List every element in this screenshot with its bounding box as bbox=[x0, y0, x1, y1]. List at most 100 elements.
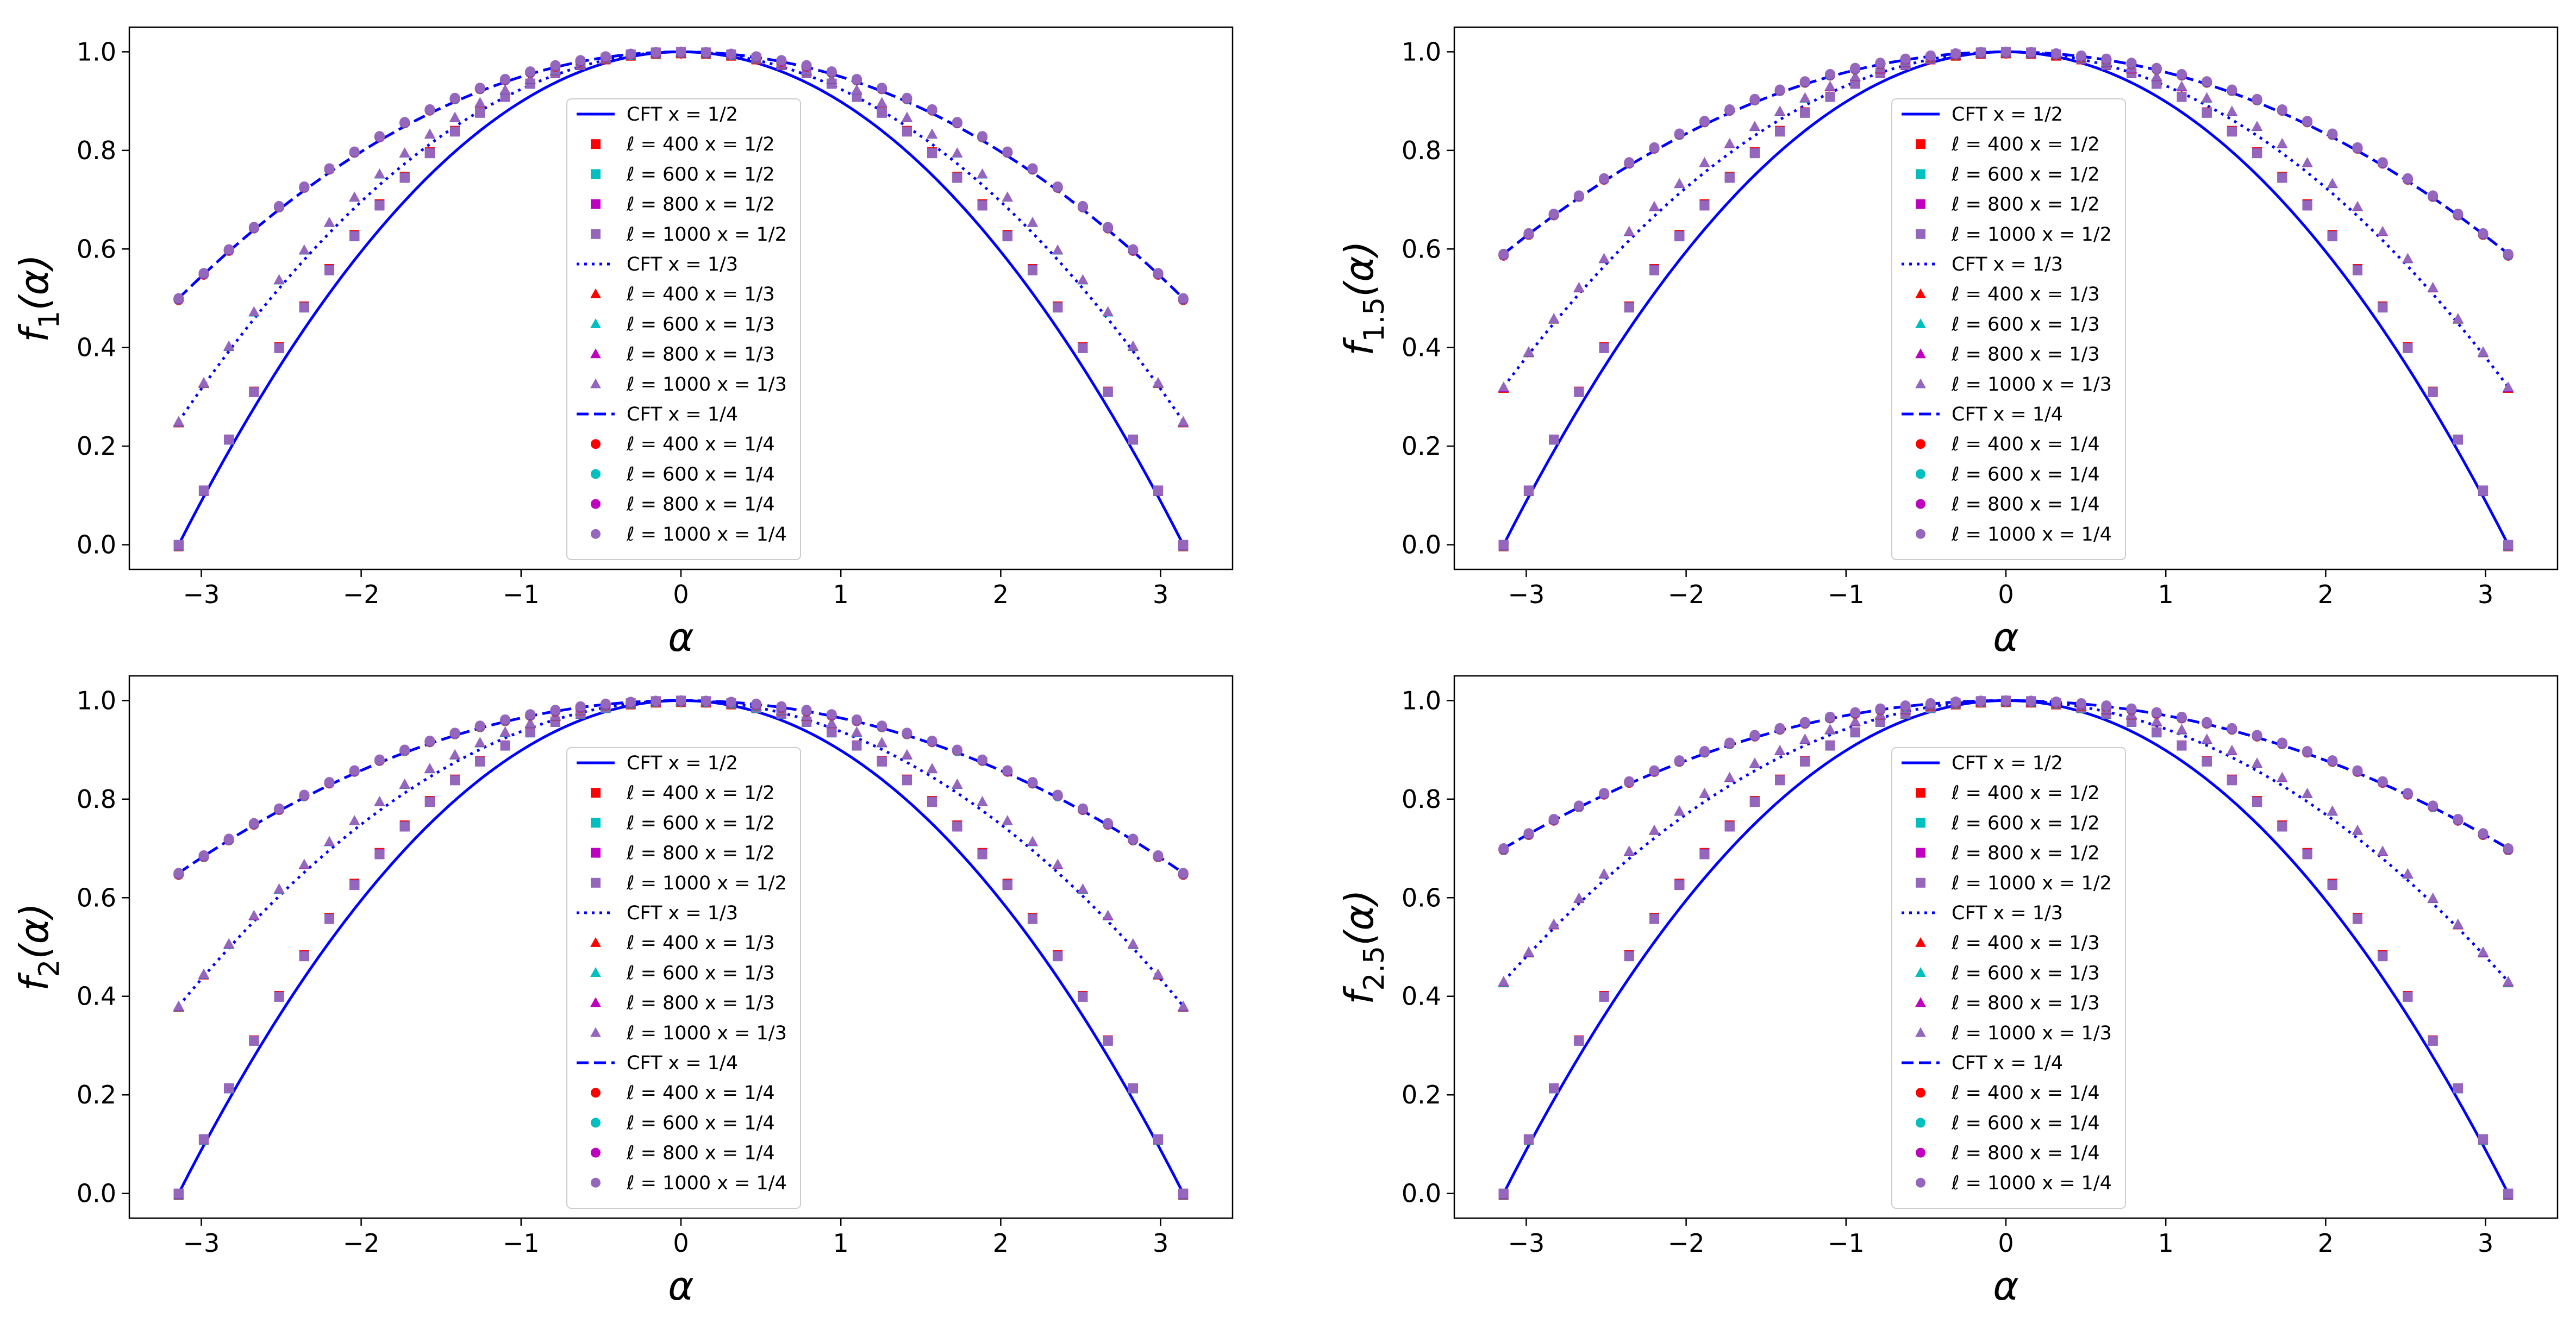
data-point bbox=[1724, 137, 1735, 148]
data-point bbox=[927, 128, 938, 139]
series-markers-l1000-x-1-4 bbox=[1498, 46, 2514, 259]
y-tick-label: 0.0 bbox=[1402, 530, 1441, 560]
y-tick-label: 0.2 bbox=[1402, 431, 1441, 461]
x-tick-label: 1 bbox=[833, 580, 849, 609]
data-point bbox=[600, 698, 611, 709]
data-point bbox=[474, 737, 486, 747]
y-tick-label: 0.8 bbox=[1402, 136, 1441, 165]
legend: CFT x = 1/2 ℓ = 400 x = 1/2 ℓ = 600 x = 1/… bbox=[1891, 747, 2126, 1209]
legend-swatch-marker bbox=[591, 439, 601, 449]
data-point bbox=[852, 741, 862, 751]
data-point bbox=[1573, 892, 1585, 902]
data-point bbox=[1749, 757, 1760, 768]
data-point bbox=[173, 293, 184, 304]
data-point bbox=[1523, 946, 1534, 956]
data-point bbox=[1699, 156, 1710, 167]
data-point bbox=[374, 795, 385, 806]
data-point bbox=[2327, 805, 2338, 816]
data-point bbox=[525, 709, 536, 720]
data-point bbox=[374, 131, 385, 142]
x-tick-label: −1 bbox=[1828, 1228, 1865, 1258]
data-point bbox=[2378, 303, 2388, 313]
data-point bbox=[902, 775, 912, 786]
data-point bbox=[1624, 951, 1634, 962]
data-point bbox=[2126, 703, 2137, 714]
data-point bbox=[249, 387, 259, 397]
data-point bbox=[1800, 756, 1810, 767]
data-point bbox=[2327, 178, 2338, 188]
data-point bbox=[2101, 53, 2112, 64]
data-point bbox=[1849, 71, 1861, 81]
data-point bbox=[2452, 918, 2464, 929]
data-point bbox=[299, 789, 310, 800]
data-point bbox=[1103, 387, 1113, 397]
legend-entry: ℓ = 400 x = 1/4 bbox=[626, 434, 775, 455]
data-point bbox=[299, 303, 309, 313]
data-point bbox=[1574, 387, 1584, 397]
data-point bbox=[1774, 105, 1785, 116]
data-point bbox=[1900, 53, 1911, 64]
data-point bbox=[1623, 225, 1635, 236]
data-point bbox=[1153, 268, 1164, 279]
data-point bbox=[2503, 381, 2514, 391]
data-point bbox=[1053, 951, 1063, 962]
data-point bbox=[374, 200, 385, 211]
data-point bbox=[424, 763, 435, 773]
series-line-cft-x-1-3 bbox=[1502, 699, 2510, 983]
x-tick-label: −3 bbox=[183, 1228, 220, 1258]
data-point bbox=[550, 60, 561, 71]
data-point bbox=[1724, 104, 1735, 115]
data-point bbox=[198, 268, 209, 279]
legend-box bbox=[566, 747, 801, 1209]
legend-entry: ℓ = 400 x = 1/4 bbox=[1951, 1082, 2100, 1104]
data-point bbox=[2252, 93, 2262, 104]
data-point bbox=[2427, 281, 2439, 292]
data-point bbox=[1027, 836, 1038, 846]
data-point bbox=[1950, 697, 1961, 707]
data-point bbox=[1548, 209, 1559, 220]
data-point bbox=[1724, 737, 1735, 748]
data-point bbox=[600, 51, 611, 62]
data-point bbox=[424, 148, 435, 159]
legend: CFT x = 1/2 ℓ = 400 x = 1/2 ℓ = 600 x = 1/… bbox=[566, 747, 801, 1209]
data-point bbox=[2202, 756, 2212, 767]
x-axis-label: α bbox=[1993, 1263, 2018, 1309]
data-point bbox=[1774, 84, 1785, 95]
plot-area bbox=[1498, 695, 2514, 1200]
y-axis-label-arg: (α) bbox=[1336, 241, 1382, 297]
data-point bbox=[1103, 222, 1114, 233]
data-point bbox=[273, 883, 285, 893]
x-tick-label: 0 bbox=[673, 1228, 689, 1258]
y-axis-label-arg: (α) bbox=[1336, 889, 1382, 946]
data-point bbox=[2277, 821, 2287, 832]
data-point bbox=[399, 778, 410, 788]
data-point bbox=[927, 797, 937, 807]
legend-entry: ℓ = 800 x = 1/4 bbox=[1951, 494, 2100, 516]
data-point bbox=[1850, 707, 1861, 718]
data-point bbox=[248, 818, 259, 829]
data-point bbox=[2478, 228, 2489, 239]
data-point bbox=[877, 756, 887, 767]
x-tick-label: −2 bbox=[1668, 1228, 1705, 1258]
data-point bbox=[1153, 485, 1164, 496]
data-point bbox=[1749, 121, 1760, 131]
data-point bbox=[2227, 744, 2237, 755]
legend: CFT x = 1/2 ℓ = 400 x = 1/2 ℓ = 600 x = 1/… bbox=[1891, 98, 2126, 560]
data-point bbox=[1052, 789, 1063, 800]
data-point bbox=[1749, 730, 1760, 741]
y-tick-label: 0.6 bbox=[1402, 883, 1441, 912]
y-tick-label: 0.4 bbox=[1402, 982, 1441, 1011]
data-point bbox=[676, 46, 686, 57]
data-point bbox=[2478, 828, 2489, 839]
legend-entry: CFT x = 1/3 bbox=[627, 902, 738, 924]
data-point bbox=[1052, 858, 1064, 869]
data-point bbox=[1623, 845, 1635, 856]
data-point bbox=[224, 1083, 234, 1093]
data-point bbox=[274, 992, 284, 1002]
y-axis-label-arg: (α) bbox=[11, 254, 57, 311]
data-point bbox=[1599, 173, 1610, 184]
legend-swatch-marker bbox=[590, 288, 601, 298]
data-point bbox=[2428, 190, 2439, 201]
data-point bbox=[1498, 540, 1509, 550]
data-point bbox=[1498, 976, 1509, 986]
